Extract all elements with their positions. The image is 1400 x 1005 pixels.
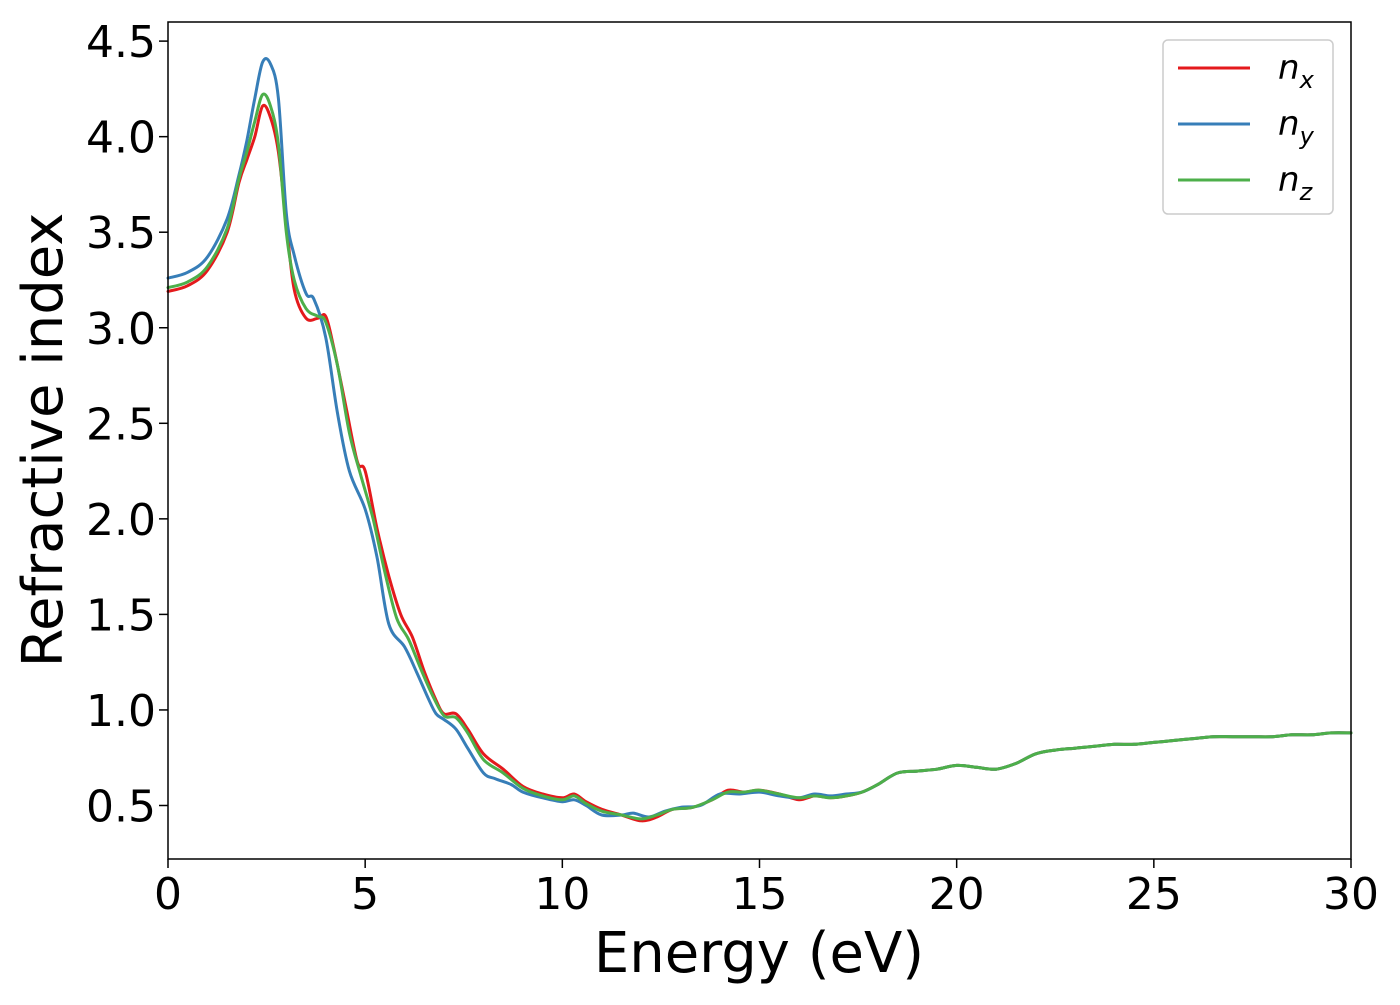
- series-line-nz: [166, 92, 1353, 821]
- y-tick-label: 3.0: [86, 304, 156, 355]
- x-tick-label: 5: [351, 869, 379, 920]
- axis-ticks: 0 5 10 15 20 25 30 0.5 1.0 1.5 2.0 2.5 3.0 3.5 4.0 4.5: [86, 17, 1379, 920]
- x-tick-label: 10: [534, 869, 590, 920]
- y-tick-label: 4.0: [86, 113, 156, 164]
- x-tick-label: 30: [1323, 869, 1379, 920]
- y-axis-title: Refractive index: [11, 213, 76, 668]
- y-tick-label: 1.0: [86, 686, 156, 737]
- x-tick-label: 15: [732, 869, 788, 920]
- y-tick-label: 3.5: [86, 208, 156, 259]
- y-tick-label: 2.0: [86, 495, 156, 546]
- x-axis-title: Energy (eV): [594, 921, 924, 986]
- y-tick-label: 2.5: [86, 399, 156, 450]
- y-tick-label: 4.5: [86, 17, 156, 68]
- y-tick-label: 0.5: [86, 781, 156, 832]
- x-tick-label: 0: [154, 869, 182, 920]
- x-tick-label: 20: [929, 869, 985, 920]
- legend-box: [1162, 39, 1334, 215]
- series-lines: [166, 57, 1353, 823]
- legend-label-ny: ny: [1278, 104, 1315, 150]
- x-tick-label: 25: [1126, 869, 1182, 920]
- y-tick-label: 1.5: [86, 590, 156, 641]
